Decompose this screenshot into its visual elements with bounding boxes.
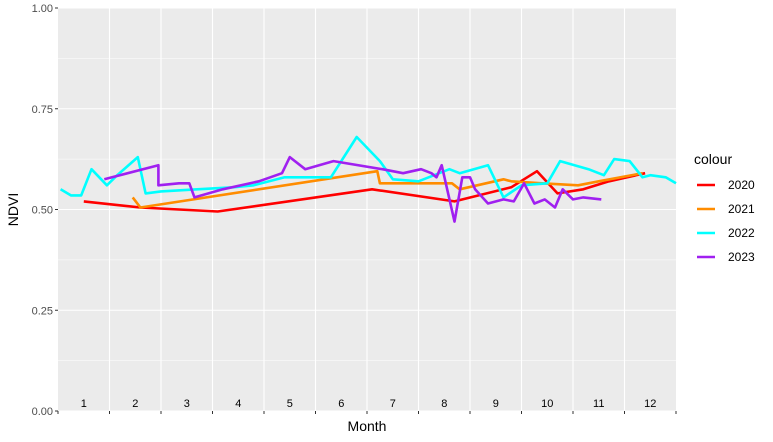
x-tick-label: 3 bbox=[184, 398, 190, 410]
series-line-2021 bbox=[131, 169, 643, 209]
legend: colour 2020 2021 2022 2023 bbox=[694, 151, 755, 268]
x-axis-title: Month bbox=[348, 418, 387, 434]
x-tick-label: 9 bbox=[493, 398, 499, 410]
x-tick-label: 10 bbox=[541, 398, 553, 410]
y-tick-label: 0.00 bbox=[32, 406, 53, 418]
legend-label-2020: 2020 bbox=[728, 178, 755, 192]
x-tick-label: 8 bbox=[441, 398, 447, 410]
legend-label-2023: 2023 bbox=[728, 250, 755, 264]
legend-label-2022: 2022 bbox=[728, 226, 755, 240]
x-tick-label: 12 bbox=[644, 398, 656, 410]
series-lines bbox=[59, 135, 677, 223]
legend-title: colour bbox=[694, 151, 732, 167]
y-tick-label: 0.25 bbox=[32, 305, 53, 317]
x-axis: 1 2 3 4 5 6 7 8 9 10 11 12 bbox=[57, 398, 677, 414]
x-tick-label: 6 bbox=[338, 398, 344, 410]
y-axis: 0.00 0.25 0.50 0.75 1.00 bbox=[32, 3, 58, 418]
x-tick-label: 11 bbox=[593, 398, 604, 410]
series-line-2023 bbox=[103, 155, 602, 223]
legend-label-2021: 2021 bbox=[728, 202, 755, 216]
y-tick-label: 0.50 bbox=[32, 205, 53, 217]
x-tick-label: 2 bbox=[132, 398, 138, 410]
x-tick-label: 5 bbox=[287, 398, 293, 410]
y-tick-label: 1.00 bbox=[32, 3, 53, 15]
x-tick-label: 4 bbox=[235, 398, 241, 410]
x-tick-label: 7 bbox=[390, 398, 396, 410]
y-axis-title: NDVI bbox=[5, 193, 21, 226]
x-tick-label: 1 bbox=[81, 398, 87, 410]
series-line-2020 bbox=[83, 169, 646, 213]
y-tick-label: 0.75 bbox=[32, 104, 53, 116]
